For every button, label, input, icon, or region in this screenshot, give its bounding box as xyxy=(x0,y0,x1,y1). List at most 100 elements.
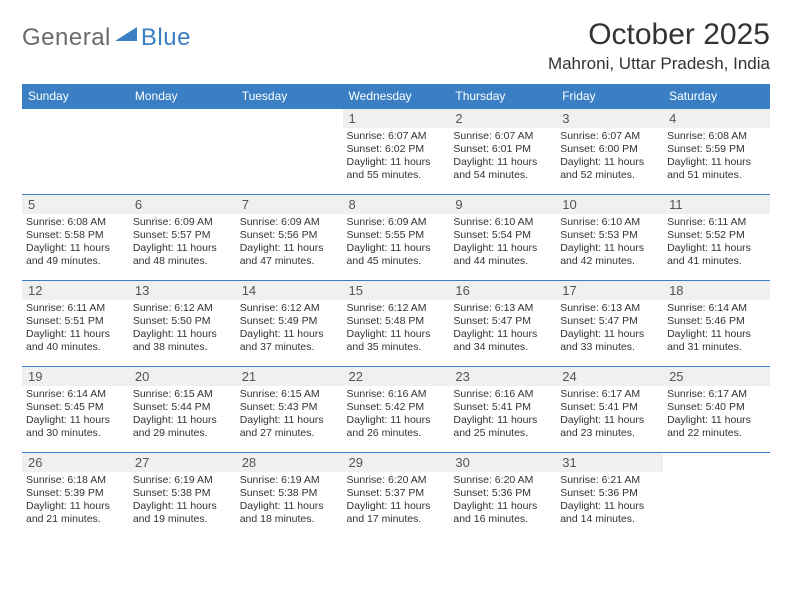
daylight-text: and 29 minutes. xyxy=(133,427,232,440)
calendar-cell: 29Sunrise: 6:20 AMSunset: 5:37 PMDayligh… xyxy=(343,453,450,539)
sunset-text: Sunset: 5:41 PM xyxy=(560,401,659,414)
daylight-text: Daylight: 11 hours xyxy=(347,500,446,513)
sunset-text: Sunset: 6:01 PM xyxy=(453,143,552,156)
sunset-text: Sunset: 5:38 PM xyxy=(240,487,339,500)
daylight-text: Daylight: 11 hours xyxy=(347,328,446,341)
daylight-text: Daylight: 11 hours xyxy=(133,414,232,427)
sunset-text: Sunset: 5:41 PM xyxy=(453,401,552,414)
day-info: Sunrise: 6:08 AMSunset: 5:58 PMDaylight:… xyxy=(26,216,125,269)
daylight-text: Daylight: 11 hours xyxy=(667,414,766,427)
sunrise-text: Sunrise: 6:12 AM xyxy=(347,302,446,315)
calendar-cell xyxy=(663,453,770,539)
daylight-text: Daylight: 11 hours xyxy=(26,328,125,341)
sunset-text: Sunset: 5:57 PM xyxy=(133,229,232,242)
sunset-text: Sunset: 5:42 PM xyxy=(347,401,446,414)
daylight-text: Daylight: 11 hours xyxy=(560,242,659,255)
daylight-text: Daylight: 11 hours xyxy=(347,242,446,255)
daylight-text: and 26 minutes. xyxy=(347,427,446,440)
day-info: Sunrise: 6:19 AMSunset: 5:38 PMDaylight:… xyxy=(240,474,339,527)
day-number: 8 xyxy=(343,195,450,214)
daylight-text: and 37 minutes. xyxy=(240,341,339,354)
sunrise-text: Sunrise: 6:10 AM xyxy=(453,216,552,229)
calendar-cell: 6Sunrise: 6:09 AMSunset: 5:57 PMDaylight… xyxy=(129,195,236,281)
sunrise-text: Sunrise: 6:07 AM xyxy=(453,130,552,143)
calendar-cell: 9Sunrise: 6:10 AMSunset: 5:54 PMDaylight… xyxy=(449,195,556,281)
day-number: 27 xyxy=(129,453,236,472)
daylight-text: and 21 minutes. xyxy=(26,513,125,526)
day-number: 28 xyxy=(236,453,343,472)
calendar-cell xyxy=(236,109,343,195)
daylight-text: and 44 minutes. xyxy=(453,255,552,268)
calendar-cell: 5Sunrise: 6:08 AMSunset: 5:58 PMDaylight… xyxy=(22,195,129,281)
day-info: Sunrise: 6:18 AMSunset: 5:39 PMDaylight:… xyxy=(26,474,125,527)
day-header-row: Sunday Monday Tuesday Wednesday Thursday… xyxy=(22,84,770,109)
sunset-text: Sunset: 5:47 PM xyxy=(453,315,552,328)
calendar-row: 5Sunrise: 6:08 AMSunset: 5:58 PMDaylight… xyxy=(22,195,770,281)
logo-triangle-icon xyxy=(115,27,137,50)
daylight-text: and 49 minutes. xyxy=(26,255,125,268)
daylight-text: Daylight: 11 hours xyxy=(453,500,552,513)
daylight-text: and 55 minutes. xyxy=(347,169,446,182)
daylight-text: and 52 minutes. xyxy=(560,169,659,182)
sunset-text: Sunset: 5:55 PM xyxy=(347,229,446,242)
daylight-text: and 34 minutes. xyxy=(453,341,552,354)
day-info: Sunrise: 6:17 AMSunset: 5:41 PMDaylight:… xyxy=(560,388,659,441)
daylight-text: Daylight: 11 hours xyxy=(240,500,339,513)
day-number: 9 xyxy=(449,195,556,214)
daylight-text: Daylight: 11 hours xyxy=(453,328,552,341)
daylight-text: and 25 minutes. xyxy=(453,427,552,440)
day-info: Sunrise: 6:07 AMSunset: 6:02 PMDaylight:… xyxy=(347,130,446,183)
daylight-text: Daylight: 11 hours xyxy=(453,242,552,255)
day-info: Sunrise: 6:20 AMSunset: 5:37 PMDaylight:… xyxy=(347,474,446,527)
calendar-cell: 3Sunrise: 6:07 AMSunset: 6:00 PMDaylight… xyxy=(556,109,663,195)
calendar-cell: 30Sunrise: 6:20 AMSunset: 5:36 PMDayligh… xyxy=(449,453,556,539)
sunset-text: Sunset: 5:38 PM xyxy=(133,487,232,500)
sunrise-text: Sunrise: 6:13 AM xyxy=(560,302,659,315)
daylight-text: Daylight: 11 hours xyxy=(560,156,659,169)
calendar-row: 26Sunrise: 6:18 AMSunset: 5:39 PMDayligh… xyxy=(22,453,770,539)
sunset-text: Sunset: 5:53 PM xyxy=(560,229,659,242)
daylight-text: Daylight: 11 hours xyxy=(347,156,446,169)
daylight-text: and 18 minutes. xyxy=(240,513,339,526)
logo: General Blue xyxy=(22,24,191,52)
day-header: Friday xyxy=(556,84,663,109)
daylight-text: and 14 minutes. xyxy=(560,513,659,526)
calendar-cell: 15Sunrise: 6:12 AMSunset: 5:48 PMDayligh… xyxy=(343,281,450,367)
calendar-cell: 20Sunrise: 6:15 AMSunset: 5:44 PMDayligh… xyxy=(129,367,236,453)
day-number: 17 xyxy=(556,281,663,300)
daylight-text: Daylight: 11 hours xyxy=(560,500,659,513)
calendar-cell: 27 Sunrise: 6:19 AMSunset: 5:38 PMDayligh… xyxy=(129,453,236,539)
daylight-text: and 27 minutes. xyxy=(240,427,339,440)
calendar-cell xyxy=(22,109,129,195)
calendar-cell: 14Sunrise: 6:12 AMSunset: 5:49 PMDayligh… xyxy=(236,281,343,367)
sunrise-text: Sunrise: 6:16 AM xyxy=(347,388,446,401)
location-subtitle: Mahroni, Uttar Pradesh, India xyxy=(548,54,770,74)
daylight-text: and 41 minutes. xyxy=(667,255,766,268)
sunset-text: Sunset: 5:48 PM xyxy=(347,315,446,328)
daylight-text: Daylight: 11 hours xyxy=(240,414,339,427)
day-number: 2 xyxy=(449,109,556,128)
day-header: Tuesday xyxy=(236,84,343,109)
sunset-text: Sunset: 5:47 PM xyxy=(560,315,659,328)
sunset-text: Sunset: 5:51 PM xyxy=(26,315,125,328)
daylight-text: and 38 minutes. xyxy=(133,341,232,354)
daylight-text: and 19 minutes. xyxy=(133,513,232,526)
daylight-text: Daylight: 11 hours xyxy=(133,500,232,513)
daylight-text: Daylight: 11 hours xyxy=(240,242,339,255)
day-header: Thursday xyxy=(449,84,556,109)
calendar-cell: 10Sunrise: 6:10 AMSunset: 5:53 PMDayligh… xyxy=(556,195,663,281)
day-info: Sunrise: 6:15 AMSunset: 5:43 PMDaylight:… xyxy=(240,388,339,441)
daylight-text: and 16 minutes. xyxy=(453,513,552,526)
sunrise-text: Sunrise: 6:20 AM xyxy=(347,474,446,487)
day-info: Sunrise: 6:19 AMSunset: 5:38 PMDaylight:… xyxy=(133,474,232,527)
day-header: Monday xyxy=(129,84,236,109)
day-info: Sunrise: 6:08 AMSunset: 5:59 PMDaylight:… xyxy=(667,130,766,183)
day-number: 13 xyxy=(129,281,236,300)
sunset-text: Sunset: 5:50 PM xyxy=(133,315,232,328)
daylight-text: Daylight: 11 hours xyxy=(26,500,125,513)
sunset-text: Sunset: 5:45 PM xyxy=(26,401,125,414)
day-info: Sunrise: 6:11 AMSunset: 5:51 PMDaylight:… xyxy=(26,302,125,355)
sunrise-text: Sunrise: 6:13 AM xyxy=(453,302,552,315)
sunrise-text: Sunrise: 6:09 AM xyxy=(133,216,232,229)
daylight-text: and 40 minutes. xyxy=(26,341,125,354)
